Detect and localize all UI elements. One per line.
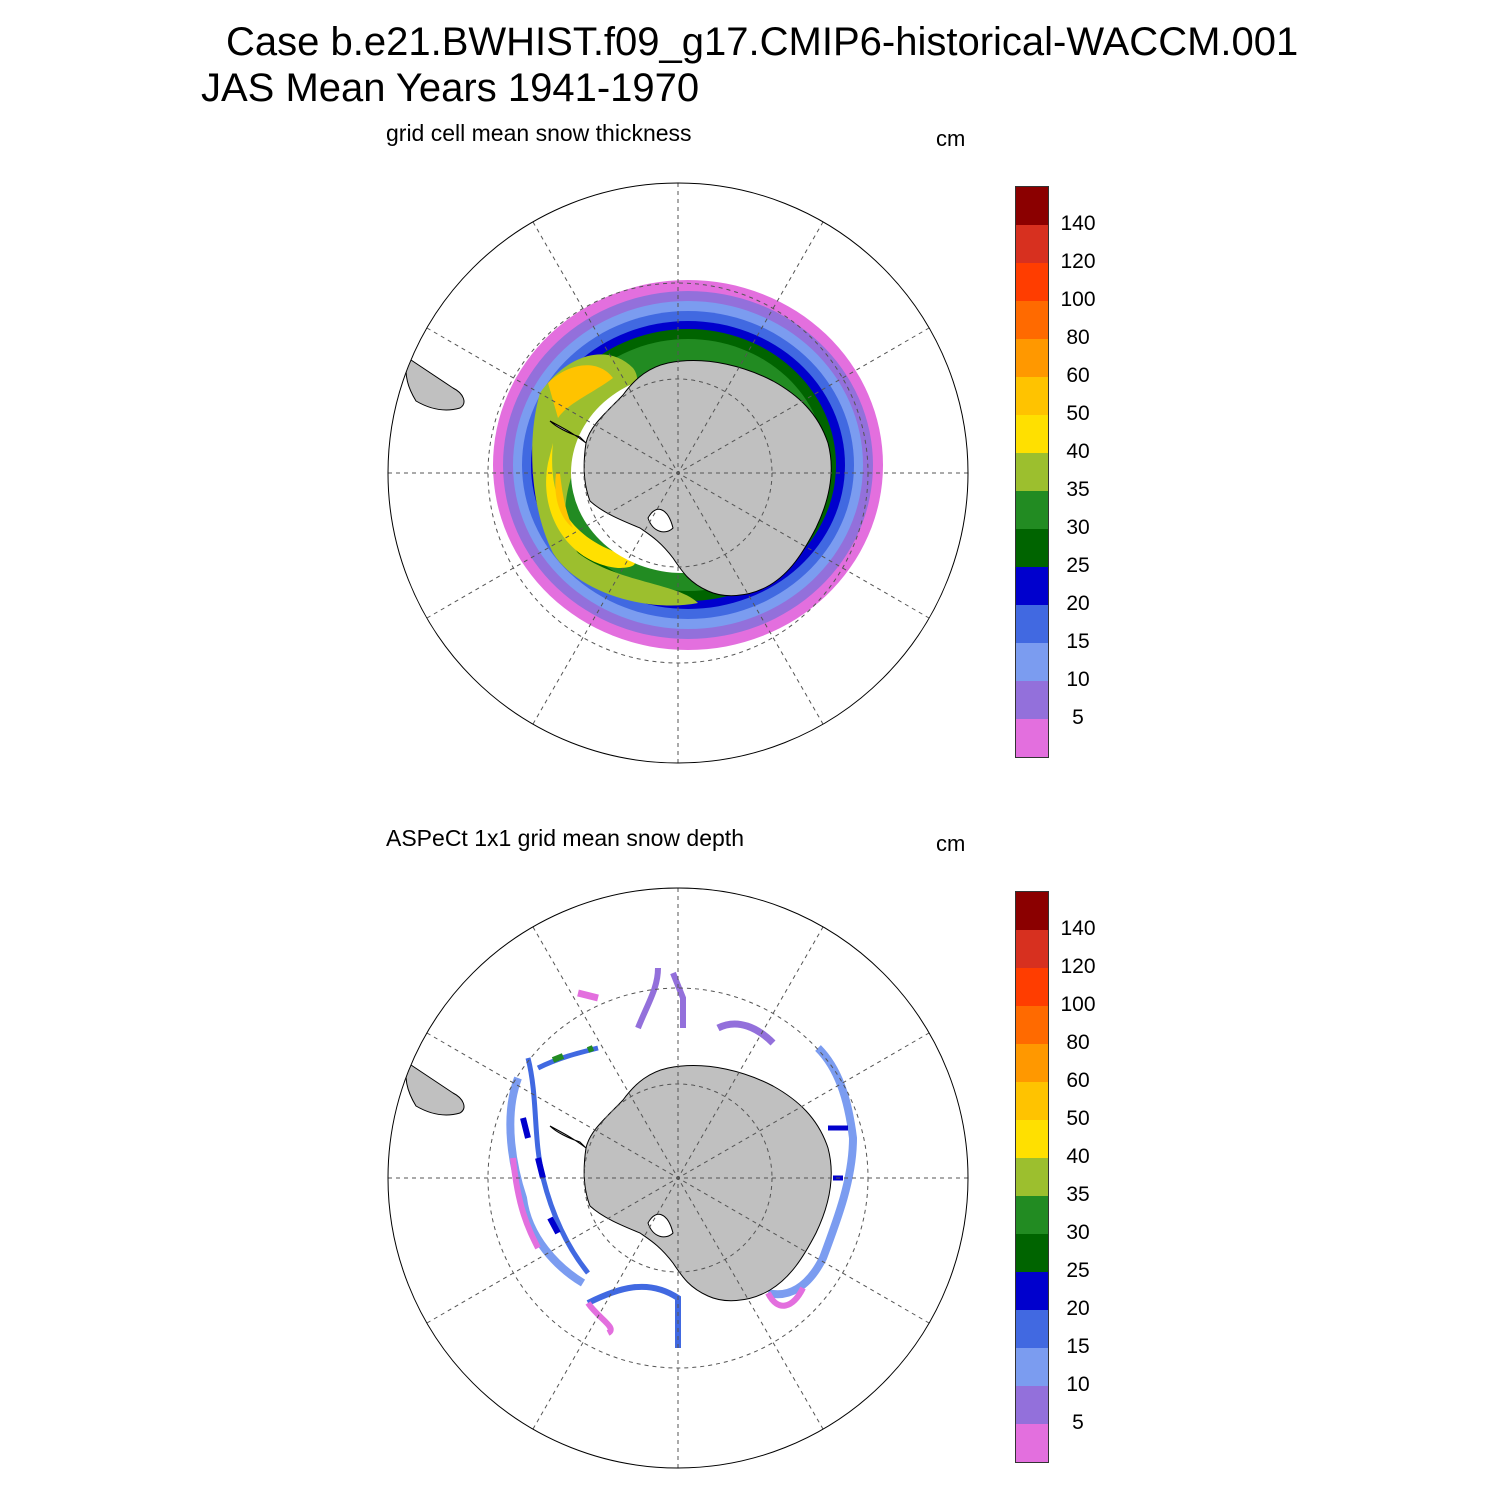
colorbar-swatch <box>1016 225 1048 263</box>
colorbar-swatch <box>1016 1386 1048 1424</box>
colorbar-swatch <box>1016 567 1048 605</box>
colorbar-swatch <box>1016 968 1048 1006</box>
colorbar-swatch <box>1016 643 1048 681</box>
colorbar-swatch <box>1016 301 1048 339</box>
colorbar-tick-label: 35 <box>1066 478 1090 501</box>
colorbar-tick-label: 10 <box>1066 668 1090 691</box>
colorbar-tick-label: 60 <box>1066 364 1090 387</box>
colorbar-swatch <box>1016 1044 1048 1082</box>
figure-title-line2: JAS Mean Years 1941-1970 <box>201 66 700 110</box>
colorbar-tick-label: 120 <box>1060 250 1096 273</box>
colorbar-tick-label: 15 <box>1066 630 1090 653</box>
colorbar-tick-label: 25 <box>1066 1259 1090 1282</box>
colorbar-swatch <box>1016 453 1048 491</box>
colorbar-tick-label: 50 <box>1066 402 1090 425</box>
colorbar-tick-label: 25 <box>1066 554 1090 577</box>
colorbar-tick-label: 15 <box>1066 1335 1090 1358</box>
colorbar-swatch <box>1016 187 1048 225</box>
colorbar-tick-label: 30 <box>1066 1221 1090 1244</box>
colorbar-tick-label: 100 <box>1060 993 1096 1016</box>
colorbar-swatch <box>1016 263 1048 301</box>
snow-band-40 <box>532 354 698 606</box>
figure-title-line1: Case b.e21.BWHIST.f09_g17.CMIP6-historic… <box>226 20 1299 64</box>
colorbar-swatch <box>1016 529 1048 567</box>
colorbar-swatch <box>1016 892 1048 930</box>
colorbar-tick-label: 40 <box>1066 440 1090 463</box>
colorbar-swatch <box>1016 1082 1048 1120</box>
colorbar-tick-label: 20 <box>1066 1297 1090 1320</box>
colorbar-tick-label: 5 <box>1072 1411 1084 1434</box>
colorbar-tick-label: 10 <box>1066 1373 1090 1396</box>
colorbar-tick-label: 60 <box>1066 1069 1090 1092</box>
panel2-map <box>387 887 969 1469</box>
colorbar-panel1 <box>1015 186 1049 758</box>
colorbar-tick-label: 100 <box>1060 288 1096 311</box>
panel2-units: cm <box>936 831 966 856</box>
panel1-map <box>387 182 969 764</box>
colorbar-tick-label: 40 <box>1066 1145 1090 1168</box>
colorbar-swatch <box>1016 1196 1048 1234</box>
colorbar-tick-label: 140 <box>1060 212 1096 235</box>
panel1-units: cm <box>936 126 966 151</box>
colorbar-swatch <box>1016 1006 1048 1044</box>
colorbar-swatch <box>1016 339 1048 377</box>
colorbar-tick-label: 120 <box>1060 955 1096 978</box>
colorbar-swatch <box>1016 415 1048 453</box>
colorbar-swatch <box>1016 1272 1048 1310</box>
colorbar-tick-label: 80 <box>1066 1031 1090 1054</box>
colorbar-swatch <box>1016 491 1048 529</box>
colorbar-swatch <box>1016 1234 1048 1272</box>
snow-band-50 <box>548 365 613 418</box>
ship-track-north <box>635 967 661 1030</box>
colorbar-swatch <box>1016 377 1048 415</box>
colorbar-tick-label: 35 <box>1066 1183 1090 1206</box>
colorbar-swatch <box>1016 930 1048 968</box>
colorbar-swatch <box>1016 681 1048 719</box>
ship-track-west <box>506 1076 586 1287</box>
colorbar-swatch <box>1016 1310 1048 1348</box>
colorbar-tick-label: 20 <box>1066 592 1090 615</box>
colorbar-swatch <box>1016 1120 1048 1158</box>
colorbar-swatch <box>1016 605 1048 643</box>
panel2-title: ASPeCt 1x1 grid mean snow depth <box>386 825 744 851</box>
colorbar-swatch <box>1016 1158 1048 1196</box>
ship-track-east <box>767 1045 858 1299</box>
colorbar-swatch <box>1016 719 1048 757</box>
colorbar-tick-label: 80 <box>1066 326 1090 349</box>
colorbar-tick-label: 140 <box>1060 917 1096 940</box>
colorbar-tick-label: 50 <box>1066 1107 1090 1130</box>
ship-track-northeast <box>716 1020 776 1046</box>
colorbar-swatch <box>1016 1348 1048 1386</box>
panel1-title: grid cell mean snow thickness <box>386 120 692 146</box>
colorbar-swatch <box>1016 1424 1048 1462</box>
colorbar-tick-label: 30 <box>1066 516 1090 539</box>
colorbar-tick-label: 5 <box>1072 706 1084 729</box>
colorbar-panel2 <box>1015 891 1049 1463</box>
ship-track-south <box>586 1283 681 1348</box>
